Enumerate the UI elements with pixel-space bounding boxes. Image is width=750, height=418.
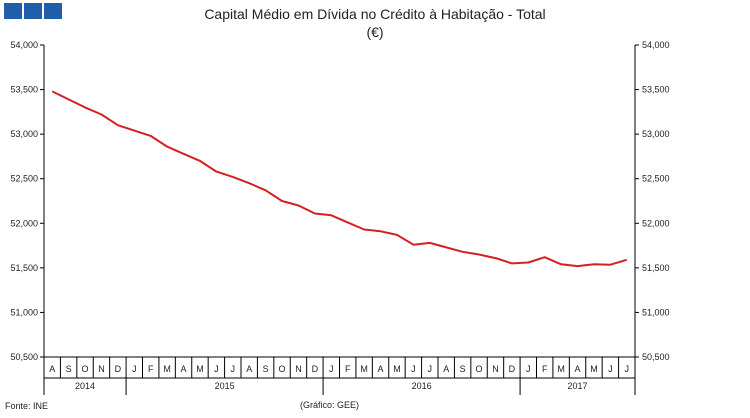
month-label: A — [575, 364, 581, 374]
month-label: J — [214, 364, 219, 374]
y-tick-label-right: 54,000 — [642, 40, 670, 50]
chart-title: Capital Médio em Dívida no Crédito à Hab… — [204, 6, 546, 22]
month-label: J — [411, 364, 416, 374]
month-label: S — [66, 364, 72, 374]
month-label: A — [246, 364, 252, 374]
y-tick-label-left: 53,000 — [10, 129, 38, 139]
month-label: S — [460, 364, 466, 374]
y-tick-label-right: 51,500 — [642, 263, 670, 273]
month-label: N — [98, 364, 105, 374]
month-label: M — [360, 364, 368, 374]
y-tick-label-left: 52,500 — [10, 174, 38, 184]
y-tick-label-left: 52,000 — [10, 218, 38, 228]
month-label: J — [132, 364, 137, 374]
source-note: Fonte: INE — [5, 401, 49, 411]
month-label: J — [329, 364, 334, 374]
y-tick-label-left: 54,000 — [10, 40, 38, 50]
month-label: M — [557, 364, 565, 374]
y-tick-label-right: 51,000 — [642, 307, 670, 317]
logo-block-1 — [4, 3, 22, 19]
series-line — [51, 90, 628, 268]
year-label: 2016 — [412, 381, 432, 391]
month-label: F — [345, 364, 351, 374]
y-tick-label-left: 51,000 — [10, 307, 38, 317]
month-label: D — [509, 364, 516, 374]
month-label: J — [231, 364, 236, 374]
y-tick-label-right: 53,000 — [642, 129, 670, 139]
month-label: N — [295, 364, 302, 374]
year-label: 2014 — [75, 381, 95, 391]
month-label: J — [625, 364, 630, 374]
y-tick-label-right: 52,500 — [642, 174, 670, 184]
month-label: O — [82, 364, 89, 374]
year-label: 2015 — [215, 381, 235, 391]
month-label: F — [542, 364, 548, 374]
y-tick-label-right: 52,000 — [642, 218, 670, 228]
month-label: A — [181, 364, 187, 374]
month-label: M — [393, 364, 401, 374]
y-tick-label-left: 53,500 — [10, 85, 38, 95]
y-tick-label-left: 51,500 — [10, 263, 38, 273]
month-label: M — [590, 364, 598, 374]
month-label: N — [492, 364, 499, 374]
logo-block-2 — [24, 3, 42, 19]
chart-subtitle: (€) — [366, 24, 384, 40]
month-label: S — [263, 364, 269, 374]
month-label: F — [148, 364, 154, 374]
month-label: J — [428, 364, 433, 374]
month-label: D — [312, 364, 319, 374]
month-label: M — [163, 364, 171, 374]
month-label: M — [196, 364, 204, 374]
month-label: A — [378, 364, 384, 374]
logo-block-3 — [44, 3, 62, 19]
month-label: O — [279, 364, 286, 374]
month-label: O — [476, 364, 483, 374]
y-tick-label-right: 53,500 — [642, 85, 670, 95]
year-label: 2017 — [568, 381, 588, 391]
month-label: J — [608, 364, 613, 374]
graph-credit: (Gráfico: GEE) — [300, 400, 360, 410]
month-label: D — [115, 364, 122, 374]
month-label: J — [526, 364, 531, 374]
y-tick-label-left: 50,500 — [10, 352, 38, 362]
y-tick-label-right: 50,500 — [642, 352, 670, 362]
month-label: A — [49, 364, 55, 374]
month-label: A — [443, 364, 449, 374]
